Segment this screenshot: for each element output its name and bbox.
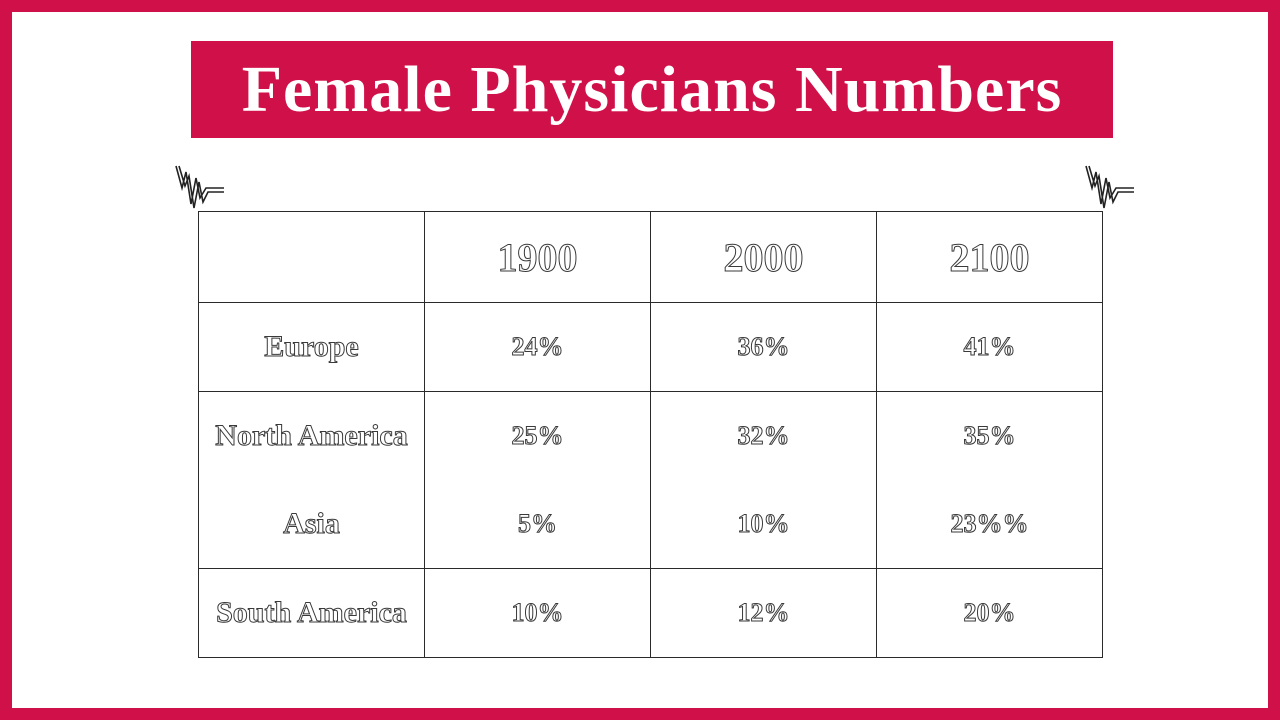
header-cell-empty [198,211,425,303]
table-cell: 10% [650,480,877,569]
table-cell: 24% [424,302,651,392]
table-cell: 23%% [876,480,1103,569]
table-cell: 41% [876,302,1103,392]
row-label-asia: Asia [198,480,425,569]
table-cell: 32% [650,391,877,480]
row-label-north-america: North America [198,391,425,480]
table-cell: 36% [650,302,877,392]
table-cell: 20% [876,568,1103,658]
physicians-table: 1900 2000 2100 Europe 24% 36% 41% North … [198,211,1103,658]
table-header-row: 1900 2000 2100 [198,211,1103,303]
header-cell-2000: 2000 [650,211,877,303]
table-row-europe: Europe 24% 36% 41% [198,302,1103,392]
table-cell: 5% [424,480,651,569]
header-cell-2100: 2100 [876,211,1103,303]
table-row-south-america: South America 10% 12% 20% [198,568,1103,658]
table-cell: 35% [876,391,1103,480]
row-label-south-america: South America [198,568,425,658]
table-row-asia: Asia 5% 10% 23%% [198,480,1103,569]
table-cell: 25% [424,391,651,480]
row-label-europe: Europe [198,302,425,392]
physicians-table-container: 1900 2000 2100 Europe 24% 36% 41% North … [198,211,1103,658]
zigzag-icon [1085,165,1134,209]
header-cell-1900: 1900 [424,211,651,303]
table-cell: 12% [650,568,877,658]
table-row-north-america: North America 25% 32% 35% [198,391,1103,480]
zigzag-icon [175,165,224,209]
title-banner: Female Physicians Numbers [191,41,1113,138]
page-title: Female Physicians Numbers [241,52,1063,126]
table-cell: 10% [424,568,651,658]
